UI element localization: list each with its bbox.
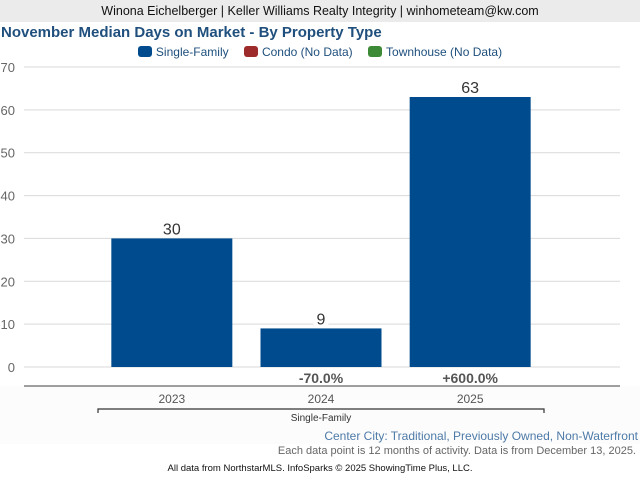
change-label: -70.0% [299, 370, 344, 386]
bar-value-label: 9 [317, 311, 326, 328]
legend-item-single-family[interactable]: Single-Family [137, 45, 229, 59]
y-tick-label: 40 [1, 189, 15, 204]
legend-label: Condo (No Data) [261, 45, 353, 59]
legend-item-condo[interactable]: Condo (No Data) [243, 45, 353, 59]
bar-2023 [111, 238, 233, 367]
y-tick-label: 0 [8, 360, 15, 375]
change-label: +600.0% [442, 370, 498, 386]
y-tick-label: 70 [1, 60, 15, 75]
x-tick-label: 2025 [457, 392, 484, 406]
y-tick-label: 60 [1, 103, 15, 118]
chart-title: November Median Days on Market - By Prop… [1, 24, 382, 41]
bar-value-label: 63 [461, 80, 479, 97]
legend: Single-Family Condo (No Data) Townhouse … [0, 45, 640, 59]
x-tick-label: 2023 [158, 392, 185, 406]
data-note: Each data point is 12 months of activity… [277, 445, 636, 457]
y-tick-label: 20 [1, 274, 15, 289]
chart-subtitle: Center City: Traditional, Previously Own… [324, 429, 638, 443]
group-label: Single-Family [291, 413, 352, 424]
bar-2024 [260, 328, 382, 367]
data-credit: All data from NorthstarMLS. InfoSparks ©… [167, 463, 473, 474]
value-label-background [159, 219, 184, 238]
legend-swatch-townhouse [368, 46, 383, 57]
lower-background [0, 386, 640, 444]
bar-value-label: 30 [163, 221, 181, 238]
legend-label: Townhouse (No Data) [386, 45, 503, 59]
group-bracket [97, 408, 545, 413]
legend-label: Single-Family [155, 45, 229, 59]
y-tick-label: 30 [1, 231, 15, 246]
x-tick-label: 2024 [308, 392, 335, 406]
value-label-background [458, 78, 483, 96]
value-label-background [313, 309, 329, 328]
header-bar: Winona Eichelberger | Keller Williams Re… [0, 0, 640, 22]
legend-swatch-single-family [137, 46, 152, 57]
bar-chart: 0 10 20 30 40 50 60 70 30 2023 9 -70.0% 2024 63 +600.0… [1, 60, 620, 424]
y-tick-label: 10 [1, 317, 15, 332]
bar-2025 [409, 97, 531, 367]
legend-item-townhouse[interactable]: Townhouse (No Data) [368, 45, 502, 59]
y-tick-label: 50 [1, 146, 15, 161]
header-text: Winona Eichelberger | Keller Williams Re… [101, 4, 539, 18]
legend-swatch-condo [243, 46, 258, 57]
